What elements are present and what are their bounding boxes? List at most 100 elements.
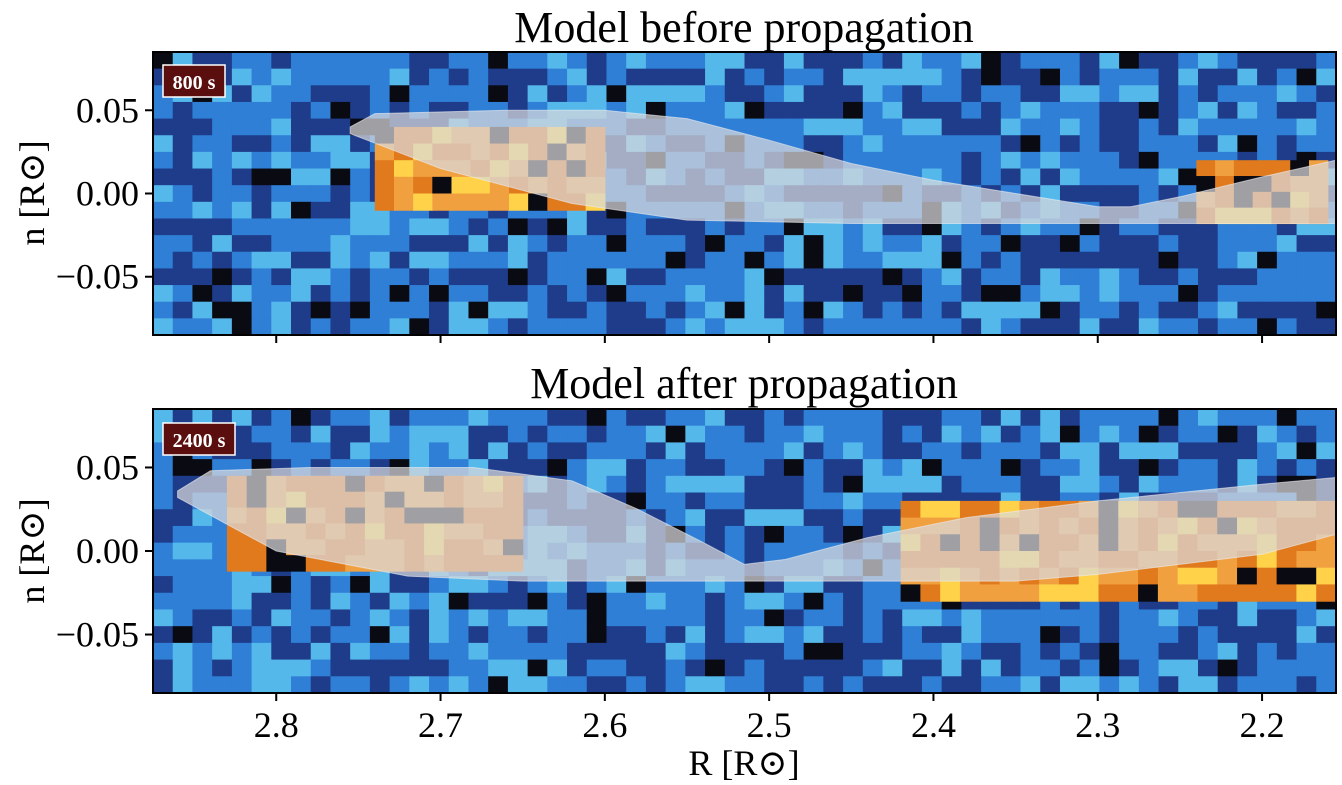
heatmap-cell	[1257, 235, 1278, 253]
heatmap-cell	[1158, 301, 1179, 319]
heatmap-cell	[291, 609, 312, 627]
heatmap-cell	[1316, 318, 1336, 335]
bright-cell	[959, 584, 981, 602]
heatmap-cell	[1119, 425, 1140, 444]
heatmap-cell	[369, 409, 391, 427]
heatmap-cell	[724, 251, 746, 270]
heatmap-cell	[1138, 235, 1160, 253]
heatmap-cell	[429, 218, 450, 236]
heatmap-cell	[1000, 442, 1022, 460]
heatmap-cell	[764, 301, 785, 319]
heatmap-cell	[468, 235, 489, 253]
heatmap-cell	[1178, 285, 1199, 303]
heatmap-cell	[882, 459, 903, 477]
heatmap-cell	[882, 676, 903, 693]
heatmap-cell	[981, 251, 1002, 270]
heatmap-cell	[389, 676, 410, 693]
heatmap-cell	[921, 609, 943, 627]
heatmap-cell	[567, 218, 588, 236]
heatmap-cell	[409, 301, 430, 319]
heatmap-cell	[823, 301, 844, 319]
heatmap-cell	[389, 68, 410, 86]
heatmap-cell	[330, 218, 351, 236]
heatmap-cell	[468, 52, 489, 70]
heatmap-cell	[1237, 442, 1258, 460]
heatmap-cell	[803, 509, 824, 527]
heatmap-cell	[1237, 609, 1258, 627]
heatmap-cell	[783, 425, 805, 444]
heatmap-cell	[724, 52, 746, 70]
heatmap-cell	[961, 659, 982, 677]
heatmap-cell	[921, 301, 943, 319]
heatmap-cell	[251, 409, 272, 427]
heatmap-cell	[1099, 135, 1120, 153]
time-badge: 2400 s	[162, 422, 236, 456]
heatmap-cell	[350, 576, 371, 594]
heatmap-cell	[429, 442, 450, 460]
heatmap-cell	[567, 626, 588, 644]
heatmap-cell	[981, 425, 1002, 444]
heatmap-cell	[783, 642, 805, 661]
heatmap-cell	[665, 235, 686, 253]
heatmap-cell	[586, 68, 608, 86]
heatmap-cell	[172, 201, 194, 220]
heatmap-cell	[1119, 475, 1140, 494]
heatmap-cell	[941, 118, 962, 136]
heatmap-cell	[783, 492, 805, 510]
heatmap-cell	[1079, 85, 1100, 103]
heatmap-cell	[921, 459, 943, 477]
heatmap-cell	[409, 251, 430, 270]
bright-cell	[246, 555, 267, 572]
heatmap-cell	[1079, 442, 1100, 460]
heatmap-cell	[1099, 285, 1120, 303]
heatmap-cell	[212, 609, 233, 627]
heatmap-cell	[350, 659, 371, 677]
heatmap-cell	[547, 301, 568, 319]
heatmap-cell	[685, 442, 706, 460]
heatmap-cell	[902, 235, 923, 253]
heatmap-cell	[783, 268, 805, 286]
heatmap-cell	[271, 318, 292, 335]
heatmap-cell	[369, 676, 391, 693]
heatmap-cell	[941, 52, 962, 70]
heatmap-cell	[705, 475, 726, 494]
heatmap-cell	[685, 68, 706, 86]
heatmap-cell	[803, 118, 824, 136]
heatmap-cell	[921, 442, 943, 460]
heatmap-cell	[507, 592, 529, 611]
heatmap-cell	[310, 442, 332, 460]
heatmap-cell	[291, 218, 312, 236]
heatmap-cell	[330, 442, 351, 460]
heatmap-cell	[606, 85, 627, 103]
heatmap-cell	[981, 442, 1002, 460]
heatmap-cell	[330, 151, 351, 170]
heatmap-cell	[547, 409, 568, 427]
heatmap-cell	[1217, 68, 1239, 86]
heatmap-cell	[448, 85, 470, 103]
heatmap-cell	[1119, 68, 1140, 86]
heatmap-cell	[882, 85, 903, 103]
heatmap-cell	[389, 642, 410, 661]
heatmap-cell	[468, 85, 489, 103]
heatmap-cell	[567, 409, 588, 427]
heatmap-cell	[1257, 609, 1278, 627]
heatmap-cell	[961, 642, 982, 661]
heatmap-cell	[212, 218, 233, 236]
heatmap-cell	[389, 626, 410, 644]
heatmap-cell	[744, 509, 765, 527]
heatmap-cell	[941, 409, 962, 427]
heatmap-cell	[310, 135, 332, 153]
heatmap-cell	[586, 642, 608, 661]
heatmap-cell	[291, 268, 312, 286]
heatmap-cell	[981, 459, 1002, 477]
heatmap-cell	[527, 592, 548, 611]
heatmap-cell	[251, 626, 272, 644]
heatmap-cell	[1276, 626, 1298, 644]
heatmap-cell	[310, 151, 332, 170]
heatmap-cell	[1138, 459, 1160, 477]
heatmap-cell	[271, 101, 292, 120]
heatmap-cell	[1296, 251, 1317, 270]
heatmap-cell	[665, 492, 686, 510]
heatmap-cell	[961, 442, 982, 460]
heatmap-cell	[547, 676, 568, 693]
